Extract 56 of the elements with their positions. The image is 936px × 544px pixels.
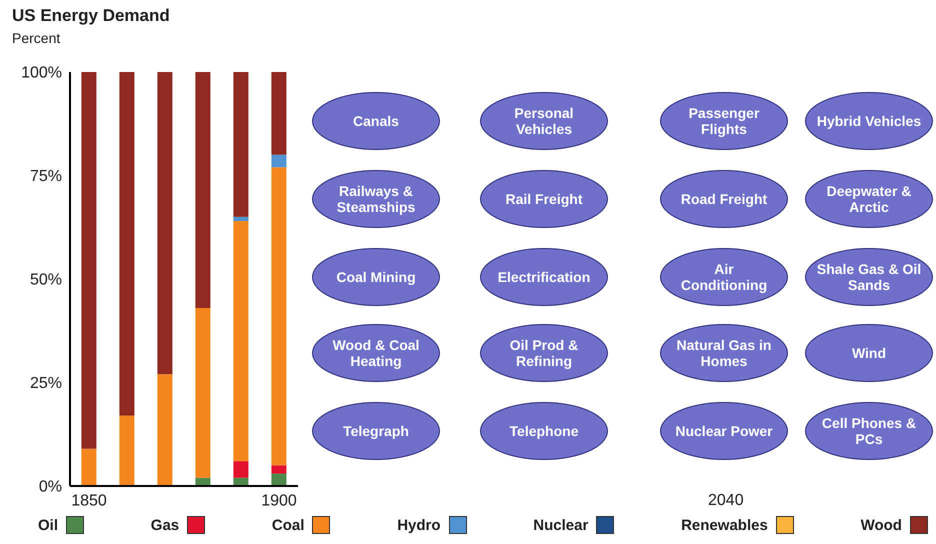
- legend-label: Renewables: [681, 516, 769, 534]
- x-tick-label: 1900: [261, 492, 297, 510]
- legend-label: Oil: [38, 516, 60, 534]
- y-tick-label: 50%: [30, 272, 62, 289]
- y-tick-label: 100%: [21, 64, 62, 82]
- text: 2040: [708, 492, 744, 510]
- bar: [271, 465, 286, 474]
- oval: Deepwater & Arctic: [805, 170, 933, 228]
- chart-title: US Energy Demand: [12, 6, 170, 26]
- bar: [233, 216, 248, 222]
- oval: Oil Prod & Refining: [480, 324, 608, 382]
- bar: [271, 72, 286, 155]
- y-tick-label: 75%: [30, 168, 62, 186]
- bar: [233, 72, 248, 217]
- oval: Nuclear Power: [660, 402, 788, 460]
- y-tick-label: 25%: [30, 375, 62, 392]
- bar: [233, 221, 248, 462]
- bar: [271, 474, 286, 486]
- legend-label: Coal: [272, 516, 306, 534]
- bar: [157, 374, 172, 486]
- oval: Road Freight: [660, 170, 788, 228]
- oval: Electrification: [480, 248, 608, 306]
- bar: [195, 478, 210, 486]
- bar: [119, 416, 134, 486]
- bar: [233, 478, 248, 486]
- legend-label: Wood: [860, 516, 903, 534]
- bar: [195, 308, 210, 478]
- bar: [271, 154, 286, 168]
- oval: Canals: [312, 92, 440, 150]
- oval: Rail Freight: [480, 170, 608, 228]
- bar: [195, 72, 210, 308]
- bar: [157, 72, 172, 374]
- oval: Telegraph: [312, 402, 440, 460]
- y-axis-title: Percent: [12, 30, 60, 46]
- oval: Wind: [805, 324, 933, 382]
- x-tick-label: 1850: [71, 492, 107, 510]
- bar: [81, 448, 96, 486]
- bar: [271, 167, 286, 466]
- oval: Railways & Steamships: [312, 170, 440, 228]
- oval: Coal Mining: [312, 248, 440, 306]
- legend-label: Nuclear: [533, 516, 590, 534]
- bar: [233, 461, 248, 478]
- legend-label: Gas: [150, 516, 180, 534]
- oval: Natural Gas in Homes: [660, 324, 788, 382]
- oval: Shale Gas & Oil Sands: [805, 248, 933, 306]
- oval: Personal Vehicles: [480, 92, 608, 150]
- legend-label: Hydro: [397, 516, 442, 534]
- oval: Passenger Flights: [660, 92, 788, 150]
- oval: Telephone: [480, 402, 608, 460]
- y-tick-label: 0%: [38, 478, 62, 496]
- oval: Wood & Coal Heating: [312, 324, 440, 382]
- oval: Hybrid Vehicles: [805, 92, 933, 150]
- bar: [81, 72, 96, 449]
- oval: Cell Phones & PCs: [805, 402, 933, 460]
- oval: Air Conditioning: [660, 248, 788, 306]
- bar: [119, 72, 134, 416]
